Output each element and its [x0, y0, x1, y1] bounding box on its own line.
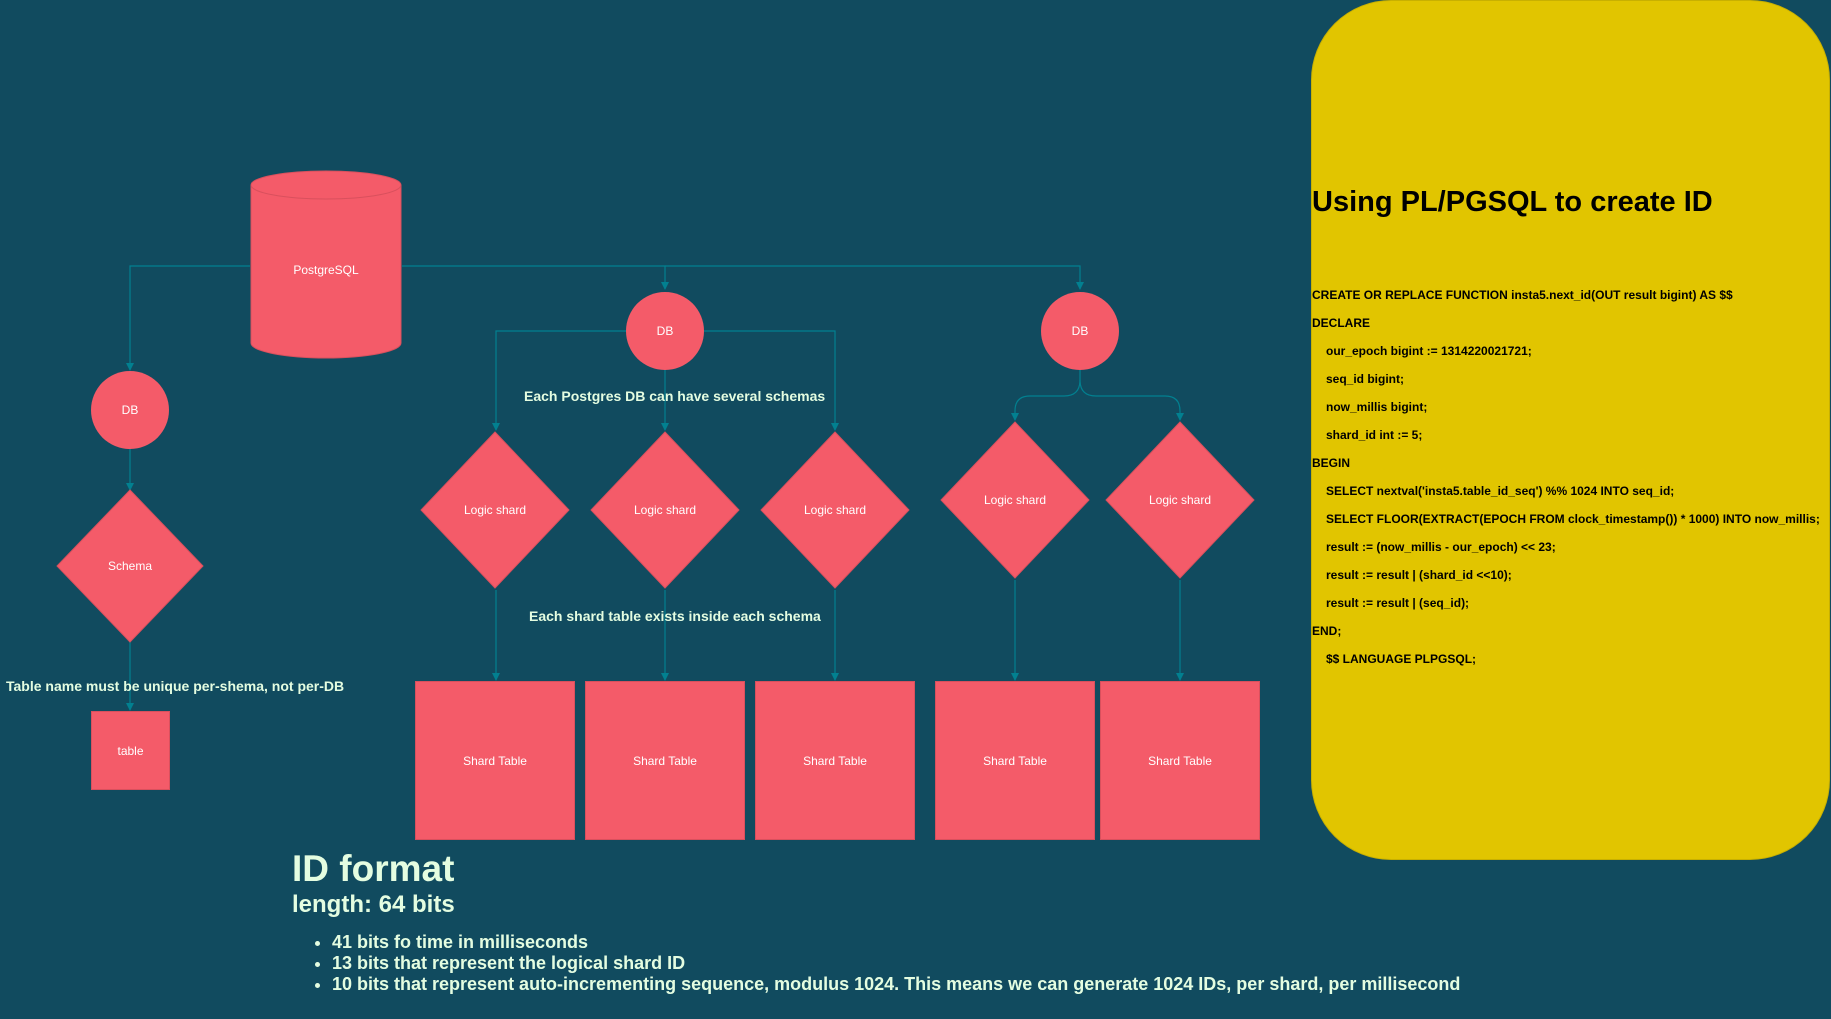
code-line: DECLARE — [1312, 316, 1371, 330]
db-node-1: DB — [91, 371, 169, 449]
schemas-note: Each Postgres DB can have several schema… — [524, 388, 826, 404]
code-lines: CREATE OR REPLACE FUNCTION insta5.next_i… — [1312, 285, 1820, 677]
shard-table-4: Shard Table — [935, 681, 1095, 840]
db-node-2: DB — [626, 292, 704, 370]
code-line: now_millis bigint; — [1326, 400, 1428, 414]
id-format-length: length: 64 bits — [292, 891, 455, 918]
logic-shard-4: Logic shard — [940, 421, 1090, 581]
edge-postgres-db3 — [665, 265, 1084, 290]
table-name-note: Table name must be unique per-shema, not… — [6, 678, 345, 694]
db-node-3: DB — [1041, 292, 1119, 370]
code-line: CREATE OR REPLACE FUNCTION insta5.next_i… — [1312, 288, 1733, 302]
code-line: SELECT nextval('insta5.table_id_seq') %%… — [1326, 484, 1675, 498]
schema-node: Schema — [55, 488, 205, 648]
edge-postgres-db2 — [402, 265, 669, 290]
id-format-bullet: 41 bits fo time in milliseconds — [332, 932, 1492, 953]
logic-shard-label: Logic shard — [463, 503, 527, 517]
logic-shard-2: Logic shard — [590, 431, 740, 591]
edge-db2-shard1 — [492, 330, 626, 431]
logic-shard-label: Logic shard — [633, 503, 697, 517]
code-line: result := (now_millis - our_epoch) << 23… — [1326, 540, 1556, 554]
schema-label: Schema — [107, 559, 153, 573]
id-format-bullets: 41 bits fo time in milliseconds 13 bits … — [292, 932, 1492, 995]
postgresql-cylinder — [250, 170, 402, 359]
code-line: SELECT FLOOR(EXTRACT(EPOCH FROM clock_ti… — [1326, 512, 1820, 526]
code-line: shard_id int := 5; — [1326, 428, 1423, 442]
logic-shard-5: Logic shard — [1105, 421, 1255, 581]
id-format-bullet: 13 bits that represent the logical shard… — [332, 953, 1492, 974]
shard-table-3: Shard Table — [755, 681, 915, 840]
logic-shard-label: Logic shard — [1148, 493, 1212, 507]
postgresql-label: PostgreSQL — [293, 263, 359, 277]
edge-postgres-db1 — [126, 265, 250, 371]
id-format-section: ID format length: 64 bits 41 bits fo tim… — [292, 848, 1492, 995]
edge-db3-shard5 — [1079, 379, 1184, 421]
code-line: result := result | (seq_id); — [1326, 596, 1470, 610]
code-line: result := result | (shard_id <<10); — [1326, 568, 1512, 582]
code-line: END; — [1312, 624, 1342, 638]
logic-shard-3: Logic shard — [760, 431, 910, 591]
shard-table-2: Shard Table — [585, 681, 745, 840]
shard-table-note: Each shard table exists inside each sche… — [529, 608, 821, 624]
shard-table-1: Shard Table — [415, 681, 575, 840]
code-line: $$ LANGUAGE PLPGSQL; — [1326, 652, 1477, 666]
edge-db2-shard3 — [704, 330, 839, 431]
logic-shard-label: Logic shard — [803, 503, 867, 517]
edge-db3-shard4 — [1011, 370, 1081, 421]
code-line: seq_id bigint; — [1326, 372, 1404, 386]
logic-shard-1: Logic shard — [420, 431, 570, 591]
shard-table-5: Shard Table — [1100, 681, 1260, 840]
code-panel: Using PL/PGSQL to create ID CREATE OR RE… — [1311, 0, 1830, 860]
logic-shard-label: Logic shard — [983, 493, 1047, 507]
code-line: BEGIN — [1312, 456, 1351, 470]
code-title: Using PL/PGSQL to create ID — [1312, 186, 1713, 218]
table-node: table — [91, 711, 170, 790]
code-line: our_epoch bigint := 1314220021721; — [1326, 344, 1532, 358]
id-format-title: ID format — [292, 848, 455, 889]
id-format-bullet: 10 bits that represent auto-incrementing… — [332, 974, 1492, 995]
